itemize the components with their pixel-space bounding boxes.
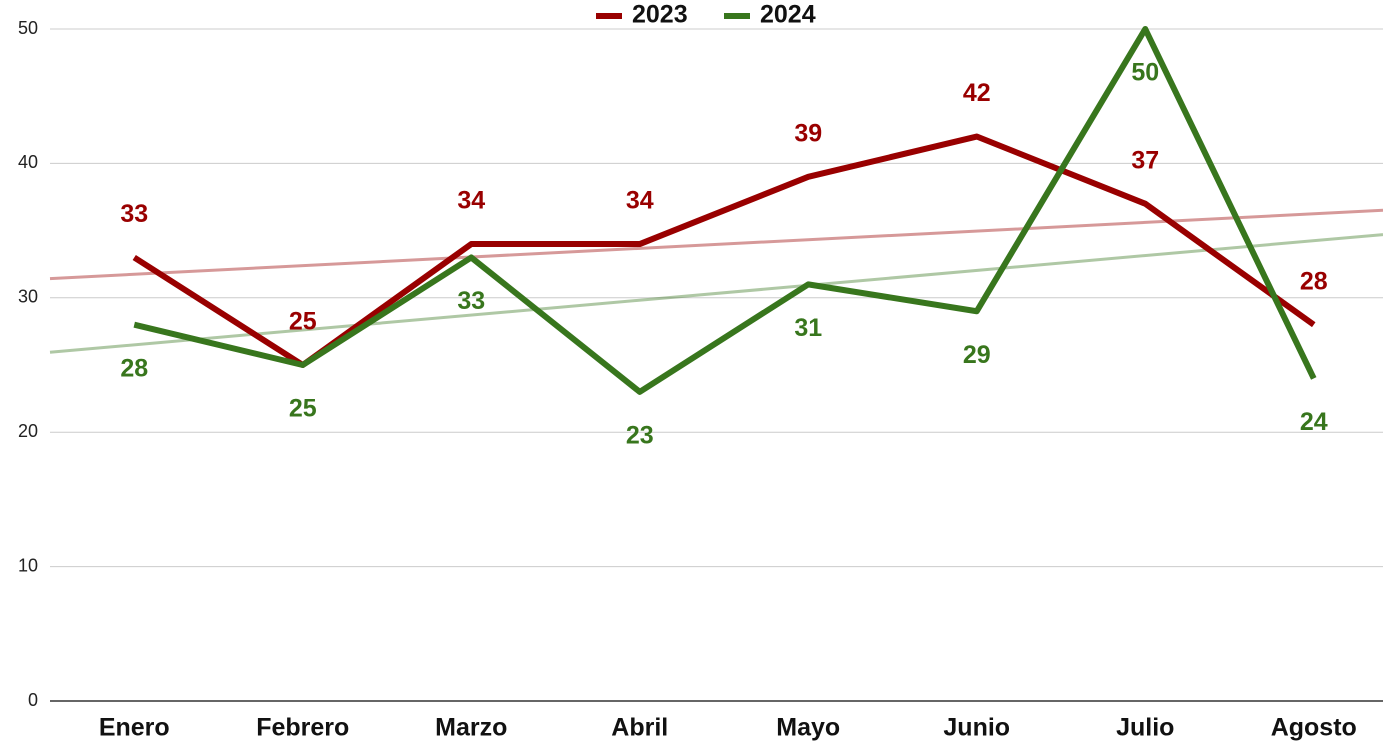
data-label: 39 bbox=[794, 119, 822, 147]
data-label: 33 bbox=[457, 287, 485, 315]
data-label: 34 bbox=[626, 187, 654, 215]
data-label: 50 bbox=[1131, 59, 1159, 87]
legend-label: 2023 bbox=[632, 1, 688, 29]
y-tick-label: 0 bbox=[28, 690, 38, 710]
data-label: 24 bbox=[1300, 408, 1328, 436]
x-tick-label: Febrero bbox=[256, 714, 349, 742]
y-tick-label: 40 bbox=[18, 152, 38, 172]
data-label: 25 bbox=[289, 395, 317, 423]
y-tick-label: 30 bbox=[18, 287, 38, 307]
data-label: 34 bbox=[457, 187, 485, 215]
data-label: 33 bbox=[120, 200, 148, 228]
x-tick-label: Agosto bbox=[1271, 714, 1357, 742]
data-label: 25 bbox=[289, 308, 317, 336]
trendline bbox=[49, 208, 1383, 281]
x-tick-label: Enero bbox=[99, 714, 170, 742]
y-tick-label: 50 bbox=[18, 18, 38, 38]
data-label: 31 bbox=[794, 314, 822, 342]
x-tick-label: Mayo bbox=[776, 714, 840, 742]
x-tick-label: Julio bbox=[1116, 714, 1174, 742]
series-line bbox=[133, 26, 1317, 395]
data-label: 23 bbox=[626, 421, 654, 449]
data-label: 28 bbox=[1300, 267, 1328, 295]
x-tick-label: Abril bbox=[611, 714, 668, 742]
data-label: 29 bbox=[963, 341, 991, 369]
data-label: 42 bbox=[963, 79, 991, 107]
data-label: 28 bbox=[120, 354, 148, 382]
y-tick-label: 20 bbox=[18, 421, 38, 441]
trendline bbox=[49, 233, 1383, 354]
data-label: 37 bbox=[1131, 146, 1159, 174]
y-tick-label: 10 bbox=[18, 555, 38, 575]
x-tick-label: Junio bbox=[943, 714, 1010, 742]
legend-label: 2024 bbox=[760, 1, 816, 29]
x-tick-label: Marzo bbox=[435, 714, 507, 742]
